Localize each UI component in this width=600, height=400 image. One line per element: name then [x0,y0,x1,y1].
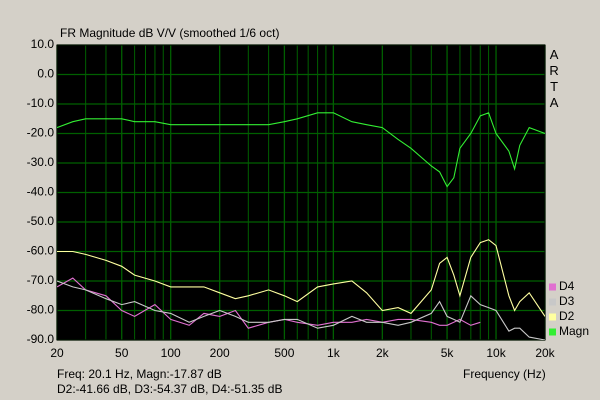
x-axis-label: Frequency (Hz) [463,367,546,381]
y-tick-label: -90.0 [27,332,55,346]
x-tick-label: 20 [50,346,64,360]
y-tick-label: -60.0 [27,244,55,258]
x-tick-label: 20k [535,346,555,360]
legend-label: D2 [559,309,575,323]
side-label: ARTA [547,47,562,111]
legend-swatch [549,313,556,321]
plot-lines [57,112,545,340]
chart-title: FR Magnitude dB V/V (smoothed 1/6 oct) [60,26,279,40]
y-tick-label: 10.0 [31,37,55,51]
legend-swatch [549,283,556,291]
y-tick-label: -30.0 [27,155,55,169]
cursor-readout: D2:-41.66 dB, D3:-54.37 dB, D4:-51.35 dB [57,382,282,396]
y-tick-label: -10.0 [27,96,55,110]
y-tick-label: 0.0 [37,67,54,81]
y-tick-label: -40.0 [27,185,55,199]
x-tick-label: 5k [441,346,455,360]
series-line [57,239,545,317]
legend-label: D3 [559,294,575,308]
legend-swatch [549,328,556,336]
y-tick-label: -20.0 [27,126,55,140]
x-tick-label: 10k [486,346,506,360]
x-tick-label: 1k [327,346,341,360]
x-tick-label: 100 [161,346,181,360]
legend-label: Magn [559,324,589,338]
x-tick-label: 50 [115,346,129,360]
x-tick-label: 500 [274,346,294,360]
x-tick-label: 200 [210,346,230,360]
series-line [57,280,545,340]
y-tick-label: -80.0 [27,303,55,317]
plot-border [56,44,546,341]
x-tick-label: 2k [376,346,390,360]
legend-swatch [549,298,556,306]
legend-label: D4 [559,279,575,293]
y-tick-label: -70.0 [27,273,55,287]
series-line [57,112,545,188]
series-line [57,277,481,329]
y-tick-label: -50.0 [27,214,55,228]
cursor-readout: Freq: 20.1 Hz, Magn:-17.87 dB [57,367,222,381]
